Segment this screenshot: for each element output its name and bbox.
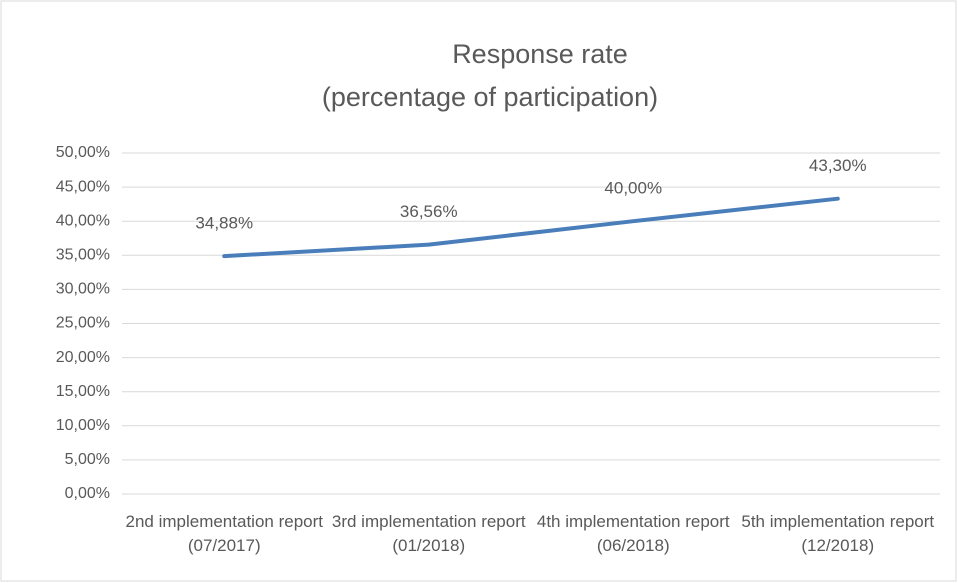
chart-title: Response rate [452,39,628,69]
line [222,196,840,259]
y-tick-label: 25,00% [56,315,110,332]
x-tick-label: 3rd implementation report (01/2018) [331,512,526,555]
y-tick-label: 0,00% [65,485,110,502]
y-tick-label: 20,00% [56,349,110,366]
y-tick-label: 50,00% [56,144,110,161]
y-tick-label: 40,00% [56,212,110,229]
y-tick-label: 30,00% [56,281,110,298]
y-tick-label: 15,00% [56,383,110,400]
y-tick-label: 10,00% [56,417,110,434]
data-label: 40,00% [604,179,662,198]
y-tick-label: 5,00% [65,451,110,468]
data-label: 34,88% [195,214,253,233]
x-tick-label: 2nd implementation report (07/2017) [125,512,323,555]
chart-subtitle: (percentage of participation) [322,82,658,112]
y-tick-label: 45,00% [56,178,110,195]
x-tick-label: 5th implementation report (12/2018) [741,512,935,555]
y-tick-label: 35,00% [56,247,110,264]
data-label: 36,56% [400,202,458,221]
data-label: 43,30% [809,156,867,175]
x-tick-label: 4th implementation report (06/2018) [536,512,730,555]
